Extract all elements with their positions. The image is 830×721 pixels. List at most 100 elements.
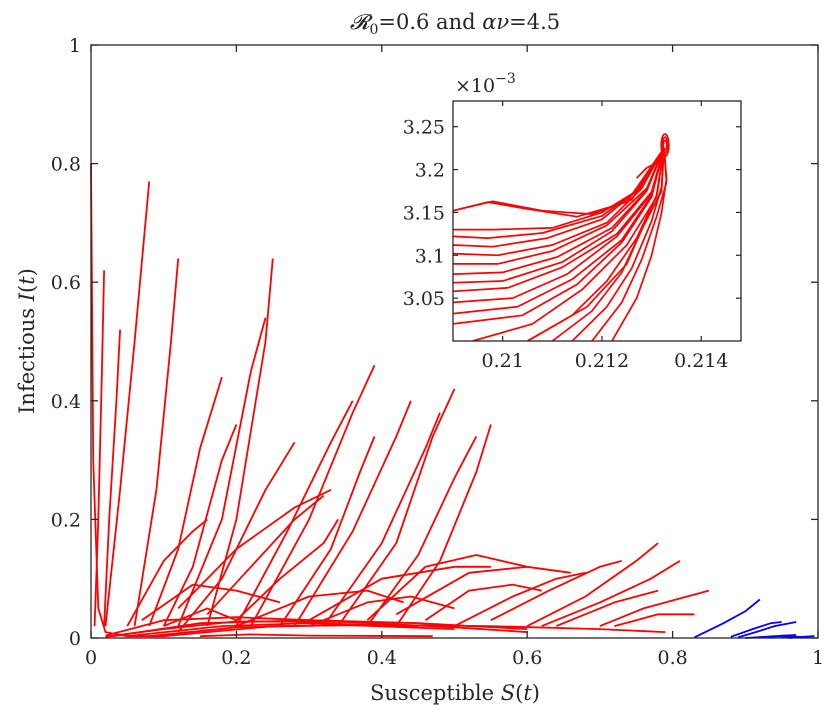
y-tick-label: 0.8 [51, 154, 81, 176]
x-tick-label: 0.8 [657, 647, 687, 669]
series-line-traj-3 [103, 329, 121, 627]
x-label-t: t [523, 681, 532, 705]
x-tick-label: 0 [85, 647, 97, 669]
series-line-traj-22 [141, 583, 281, 621]
y-tick-label: 0.4 [51, 391, 81, 413]
x-tick-label: 0.6 [512, 647, 542, 669]
y-tick-label: 1 [69, 35, 81, 57]
x-label-var: S [501, 681, 515, 705]
series-line-traj-13 [279, 436, 376, 627]
main-ticks: 0 0.2 0.4 0.6 0.8 1 0 0.2 0.4 0.6 0.8 1 [51, 35, 824, 669]
inset-spiral-loop-2 [662, 139, 668, 151]
main-series-lines [90, 163, 815, 639]
y-label-t: t [15, 276, 39, 285]
series-line-traj-41 [127, 622, 419, 638]
inset-line-inset-17 [571, 148, 665, 341]
inset-multiplier-exp: −3 [495, 71, 516, 87]
inset-multiplier-base: ×10 [455, 75, 495, 97]
series-line-traj-29 [236, 589, 404, 627]
x-tick-label: 0.2 [221, 647, 251, 669]
inset-x-tick-label: 0.212 [575, 350, 629, 372]
y-label-text: Infectious [15, 301, 39, 414]
series-line-traj-12 [250, 364, 376, 627]
main-plot-frame [90, 44, 819, 639]
x-tick-label: 1 [812, 647, 824, 669]
inset-line-inset-3 [453, 147, 665, 231]
main-axes: 0 0.2 0.4 0.6 0.8 1 0 0.2 0.4 0.6 0.8 1 [51, 35, 824, 669]
inset-line-inset-6 [453, 147, 665, 257]
series-line-traj-4 [104, 181, 151, 627]
series-line-traj-32 [490, 560, 622, 622]
series-line-traj-30 [308, 595, 455, 627]
series-line-traj-28 [424, 583, 542, 621]
inset-y-tick-label: 3.05 [403, 288, 445, 310]
series-line-traj-14 [293, 400, 412, 627]
series-line-traj-2 [93, 270, 105, 627]
series-line-traj-26 [366, 554, 528, 621]
inset-line-inset-13 [453, 147, 665, 325]
y-label-close: ) [15, 268, 39, 276]
series-line-traj-40 [105, 620, 528, 638]
chart-title: 𝓡0=0.6 and αν=4.5 [350, 10, 560, 38]
inset-plot-frame [452, 100, 742, 342]
inset-series-lines [453, 133, 670, 341]
series-line-traj-19 [177, 488, 332, 610]
inset-axes: 0.21 0.212 0.214 3.05 3.1 3.15 3.2 3.25 ×10−3 [403, 71, 742, 372]
inset-y-tick-label: 3.15 [403, 202, 445, 224]
inset-ticks: 0.21 0.212 0.214 3.05 3.1 3.15 3.2 3.25 [403, 101, 741, 372]
series-line-blue-6 [745, 635, 808, 639]
series-line-traj-43 [200, 633, 433, 638]
y-label-open: ( [15, 285, 39, 293]
y-tick-label: 0.2 [51, 509, 81, 531]
series-line-traj-31 [454, 571, 586, 627]
series-line-traj-36 [599, 589, 710, 627]
series-line-blue-3 [737, 621, 797, 639]
series-line-traj-42 [149, 624, 455, 638]
series-line-traj-33 [526, 542, 659, 627]
title-r-value: =0.6 and [378, 10, 482, 34]
series-line-traj-6 [148, 376, 223, 627]
series-line-traj-16 [337, 388, 456, 627]
inset-line-inset-19 [611, 148, 668, 341]
series-line-traj-35 [555, 589, 659, 627]
series-line-traj-23 [126, 518, 208, 627]
series-line-traj-8 [177, 317, 267, 627]
series-line-traj-5 [133, 258, 180, 627]
series-line-traj-15 [322, 412, 441, 627]
inset-multiplier: ×10−3 [455, 71, 516, 97]
x-axis-label: Susceptible S(t) [370, 681, 540, 705]
inset-spiral-loop-0 [660, 133, 670, 158]
series-line-traj-44 [105, 616, 310, 637]
inset-y-tick-label: 3.1 [415, 245, 445, 267]
series-line-traj-27 [395, 565, 571, 616]
x-label-close: ) [532, 681, 540, 705]
inset-y-tick-label: 3.2 [415, 160, 445, 182]
series-line-traj-10 [177, 441, 296, 633]
series-line-traj-18 [395, 424, 492, 627]
y-tick-label: 0 [69, 628, 81, 650]
series-line-traj-11 [235, 400, 354, 627]
series-line-blue-2 [730, 621, 782, 638]
y-axis-label: Infectious I(t) [15, 268, 39, 414]
inset-line-inset-9 [453, 147, 665, 284]
title-alpha-nu: αν [482, 10, 509, 34]
series-line-traj-20 [206, 495, 325, 615]
title-alpha-nu-value: =4.5 [509, 10, 560, 34]
x-tick-label: 0.4 [367, 647, 397, 669]
title-r-subscript: 0 [369, 22, 378, 38]
series-line-traj-21 [235, 518, 339, 621]
y-label-var: I [15, 292, 39, 302]
inset-line-inset-20 [527, 147, 665, 341]
inset-x-tick-label: 0.21 [481, 350, 523, 372]
inset-spiral-loop-1 [661, 136, 669, 154]
inset-line-inset-21 [636, 161, 657, 179]
title-r-symbol: 𝓡 [350, 10, 373, 34]
series-line-traj-37 [614, 613, 695, 627]
inset-y-tick-label: 3.25 [403, 117, 445, 139]
inset-x-tick-label: 0.214 [674, 350, 728, 372]
series-line-traj-7 [162, 424, 238, 627]
series-line-traj-9 [206, 258, 274, 627]
series-line-traj-34 [541, 560, 681, 627]
series-line-traj-17 [366, 435, 478, 627]
